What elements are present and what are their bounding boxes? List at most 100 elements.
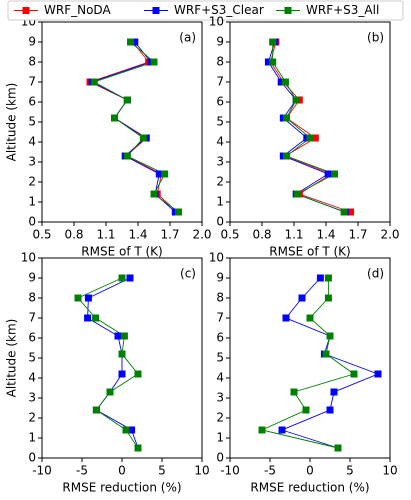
marker — [155, 170, 163, 178]
x-tick-label: 1.4 — [316, 228, 335, 242]
y-tick-label: 0 — [28, 451, 36, 465]
marker — [150, 190, 158, 198]
legend-label: WRF_NoDA — [44, 3, 111, 17]
marker — [330, 388, 338, 396]
y-tick-label: 9 — [216, 35, 224, 49]
y-tick-label: 9 — [28, 271, 36, 285]
y-tick-label: 5 — [28, 351, 36, 365]
marker — [316, 274, 324, 282]
panel: 0 1 2 3 4 5 6 7 8 9 10 -10 -5 0 5 10 RMSE reduction (%) (… — [209, 251, 398, 495]
y-tick-label: 2 — [28, 411, 36, 425]
y-tick-label: 3 — [28, 155, 36, 169]
x-tick-label: -5 — [76, 464, 88, 478]
x-tick-label: 0.8 — [252, 228, 271, 242]
marker — [306, 314, 314, 322]
y-tick-label: 10 — [209, 251, 224, 265]
y-tick-label: 6 — [28, 331, 36, 345]
marker — [282, 314, 290, 322]
marker — [150, 58, 158, 66]
panel-label: (a) — [179, 31, 196, 45]
y-tick-label: 9 — [216, 271, 224, 285]
marker — [258, 426, 266, 434]
x-tick-label: 2.0 — [380, 228, 399, 242]
marker — [290, 388, 298, 396]
x-tick-label: 0.5 — [32, 228, 51, 242]
marker — [123, 96, 131, 104]
x-axis-label: RMSE of T (K) — [81, 245, 162, 259]
y-tick-label: 0 — [216, 215, 224, 229]
x-tick-label: 1.1 — [96, 228, 115, 242]
marker — [334, 444, 342, 452]
marker — [350, 370, 358, 378]
legend-marker — [22, 7, 30, 14]
y-tick-label: 6 — [216, 331, 224, 345]
marker — [118, 274, 126, 282]
y-tick-label: 1 — [216, 195, 224, 209]
series-line — [90, 41, 176, 213]
series-line — [260, 278, 356, 449]
marker — [326, 332, 334, 340]
marker — [84, 294, 92, 302]
x-tick-label: 5 — [346, 464, 354, 478]
marker — [264, 58, 272, 66]
x-axis-label: RMSE reduction (%) — [250, 481, 369, 495]
y-tick-label: 2 — [28, 175, 36, 189]
marker — [347, 208, 355, 216]
y-tick-label: 1 — [216, 431, 224, 445]
marker — [74, 294, 82, 302]
series-line — [93, 41, 179, 213]
x-tick-label: 1.7 — [160, 228, 179, 242]
y-tick-label: 5 — [216, 115, 224, 129]
x-tick-label: 2.0 — [192, 228, 211, 242]
panel-label: (d) — [367, 267, 384, 281]
y-tick-label: 7 — [216, 311, 224, 325]
y-tick-label: 10 — [21, 251, 36, 265]
marker — [311, 134, 319, 142]
y-axis-label: Altitude (km) — [5, 319, 19, 398]
y-tick-label: 8 — [216, 55, 224, 69]
y-tick-label: 5 — [28, 115, 36, 129]
marker — [122, 426, 130, 434]
marker — [92, 406, 100, 414]
legend-frame — [7, 0, 404, 21]
x-tick-label: 5 — [158, 464, 166, 478]
series-line — [280, 277, 380, 449]
y-axis-label: Altitude (km) — [5, 83, 19, 162]
y-tick-label: 3 — [216, 155, 224, 169]
marker — [134, 370, 142, 378]
marker — [324, 170, 332, 178]
marker — [306, 134, 314, 142]
x-tick-label: 0.8 — [64, 228, 83, 242]
legend: WRF_NoDA WRF+S3_Clear WRF+S3_All — [7, 0, 404, 21]
series-line — [87, 277, 139, 449]
marker — [278, 426, 286, 434]
x-axis-label: RMSE of T (K) — [269, 245, 350, 259]
x-tick-label: 0 — [306, 464, 314, 478]
marker — [175, 208, 183, 216]
marker — [331, 170, 339, 178]
marker — [298, 294, 306, 302]
x-tick-label: -10 — [220, 464, 240, 478]
marker — [134, 444, 142, 452]
plot-frame — [229, 257, 391, 459]
x-tick-label: 0.5 — [220, 228, 239, 242]
marker — [324, 274, 332, 282]
legend-label: WRF+S3_Clear — [174, 3, 264, 17]
marker — [111, 114, 119, 122]
legend-label: WRF+S3_All — [306, 3, 379, 17]
marker — [302, 406, 310, 414]
series-line — [77, 277, 139, 449]
marker — [126, 274, 134, 282]
legend-marker — [152, 7, 160, 14]
y-tick-label: 5 — [216, 351, 224, 365]
y-tick-label: 9 — [28, 35, 36, 49]
marker — [292, 96, 300, 104]
y-tick-label: 6 — [216, 95, 224, 109]
marker — [326, 406, 334, 414]
plot-frame — [41, 21, 203, 223]
marker — [92, 314, 100, 322]
y-tick-label: 0 — [28, 215, 36, 229]
